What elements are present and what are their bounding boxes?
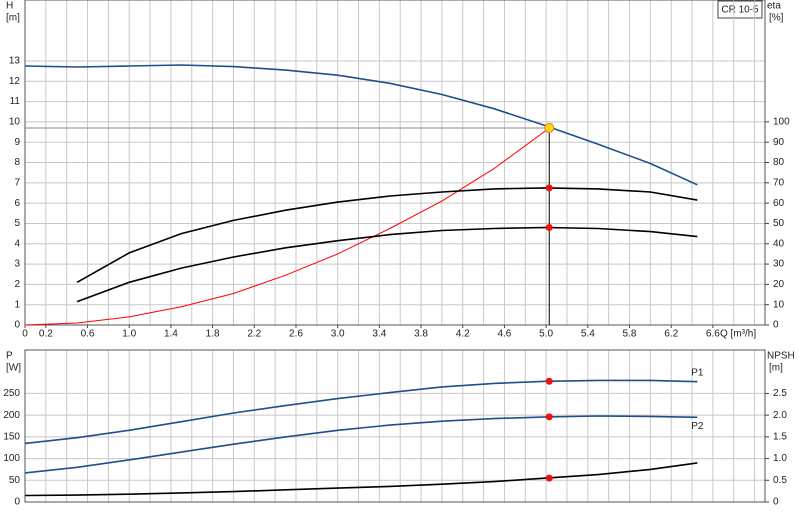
operating-marker — [545, 474, 553, 482]
y-axis-unit: [W] — [6, 363, 21, 374]
y-axis-label: H — [6, 1, 13, 12]
y-tick-label: 150 — [3, 431, 20, 442]
y-tick-label: 200 — [3, 410, 20, 421]
x-tick-label: 2.6 — [289, 329, 303, 340]
y-tick-label: 0 — [14, 320, 20, 331]
x-axis-label: Q [m³/h] — [720, 329, 756, 340]
y-tick-label: 13 — [9, 56, 21, 67]
operating-marker — [545, 413, 553, 421]
y-tick-label: 3 — [14, 259, 20, 270]
x-tick-label: 6.6 — [706, 329, 720, 340]
series-line — [24, 127, 550, 326]
y-tick-label: 0 — [14, 497, 20, 508]
y2-tick-label: 0 — [773, 320, 779, 331]
title-box — [717, 0, 763, 19]
y2-tick-label: 40 — [773, 238, 785, 249]
y2-axis-label: eta — [767, 1, 781, 12]
y-tick-label: 5 — [14, 218, 20, 229]
y2-tick-label: 2.0 — [773, 410, 787, 421]
y-tick-label: 6 — [14, 198, 20, 209]
y-tick-label: 9 — [14, 137, 20, 148]
operating-marker — [545, 377, 553, 385]
x-tick-label: 4.6 — [497, 329, 511, 340]
x-tick-label: 0.6 — [81, 329, 95, 340]
x-tick-label: 0 — [22, 329, 28, 340]
y-tick-label: 4 — [14, 238, 20, 249]
y-tick-label: 8 — [14, 157, 20, 168]
series-label: P2 — [691, 421, 704, 432]
y-axis-label: P — [6, 351, 13, 362]
series-line — [76, 226, 698, 303]
y2-tick-label: 1.5 — [773, 431, 787, 442]
y2-tick-label: 60 — [773, 198, 785, 209]
x-tick-label: 1.4 — [164, 329, 178, 340]
operating-point — [544, 122, 555, 133]
series-line — [24, 64, 698, 186]
y2-tick-label: 10 — [773, 299, 785, 310]
y2-axis-unit: [m] — [769, 363, 783, 374]
y-tick-label: 10 — [9, 117, 21, 128]
chart-title: CR 10-5 — [721, 5, 759, 16]
series-line — [24, 462, 698, 497]
y2-tick-label: 100 — [773, 117, 790, 128]
operating-marker — [545, 184, 553, 192]
y-tick-label: 50 — [9, 475, 21, 486]
plot-frame — [24, 0, 766, 326]
y2-tick-label: 50 — [773, 218, 785, 229]
y2-tick-label: 80 — [773, 157, 785, 168]
y2-tick-label: 0 — [773, 497, 779, 508]
operating-marker — [545, 224, 553, 231]
x-tick-label: 6.2 — [664, 329, 678, 340]
series-line — [76, 187, 698, 283]
y2-tick-label: 0.5 — [773, 475, 787, 486]
y-tick-label: 7 — [14, 177, 20, 188]
y-tick-label: 1 — [14, 299, 20, 310]
x-tick-label: 0.2 — [39, 329, 53, 340]
x-tick-label: 5.8 — [623, 329, 637, 340]
y2-tick-label: 2.5 — [773, 388, 787, 399]
x-tick-label: 5.0 — [539, 329, 553, 340]
x-tick-label: 4.2 — [456, 329, 470, 340]
y2-axis-unit: [%] — [769, 13, 784, 24]
y-tick-label: 11 — [10, 96, 21, 107]
series-label: P1 — [691, 367, 704, 378]
y2-tick-label: 20 — [773, 279, 785, 290]
y2-tick-label: 90 — [773, 137, 785, 148]
y-tick-label: 250 — [3, 388, 20, 399]
x-tick-label: 1.8 — [206, 329, 220, 340]
plot-frame — [24, 349, 766, 503]
x-tick-label: 3.4 — [372, 329, 386, 340]
x-tick-label: 3.0 — [331, 329, 345, 340]
y-tick-label: 12 — [9, 76, 21, 87]
y-tick-label: 2 — [14, 279, 20, 290]
x-tick-label: 1.0 — [122, 329, 136, 340]
series-line — [24, 379, 698, 445]
x-tick-label: 5.4 — [581, 329, 595, 340]
x-tick-label: 2.2 — [247, 329, 261, 340]
y-axis-unit: [m] — [6, 13, 20, 24]
y2-tick-label: 30 — [773, 259, 785, 270]
series-line — [24, 415, 698, 474]
y-tick-label: 100 — [3, 453, 20, 464]
y2-tick-label: 70 — [773, 177, 785, 188]
x-tick-label: 3.8 — [414, 329, 428, 340]
y2-axis-label: NPSH — [767, 351, 795, 362]
y2-tick-label: 1.0 — [773, 453, 787, 464]
